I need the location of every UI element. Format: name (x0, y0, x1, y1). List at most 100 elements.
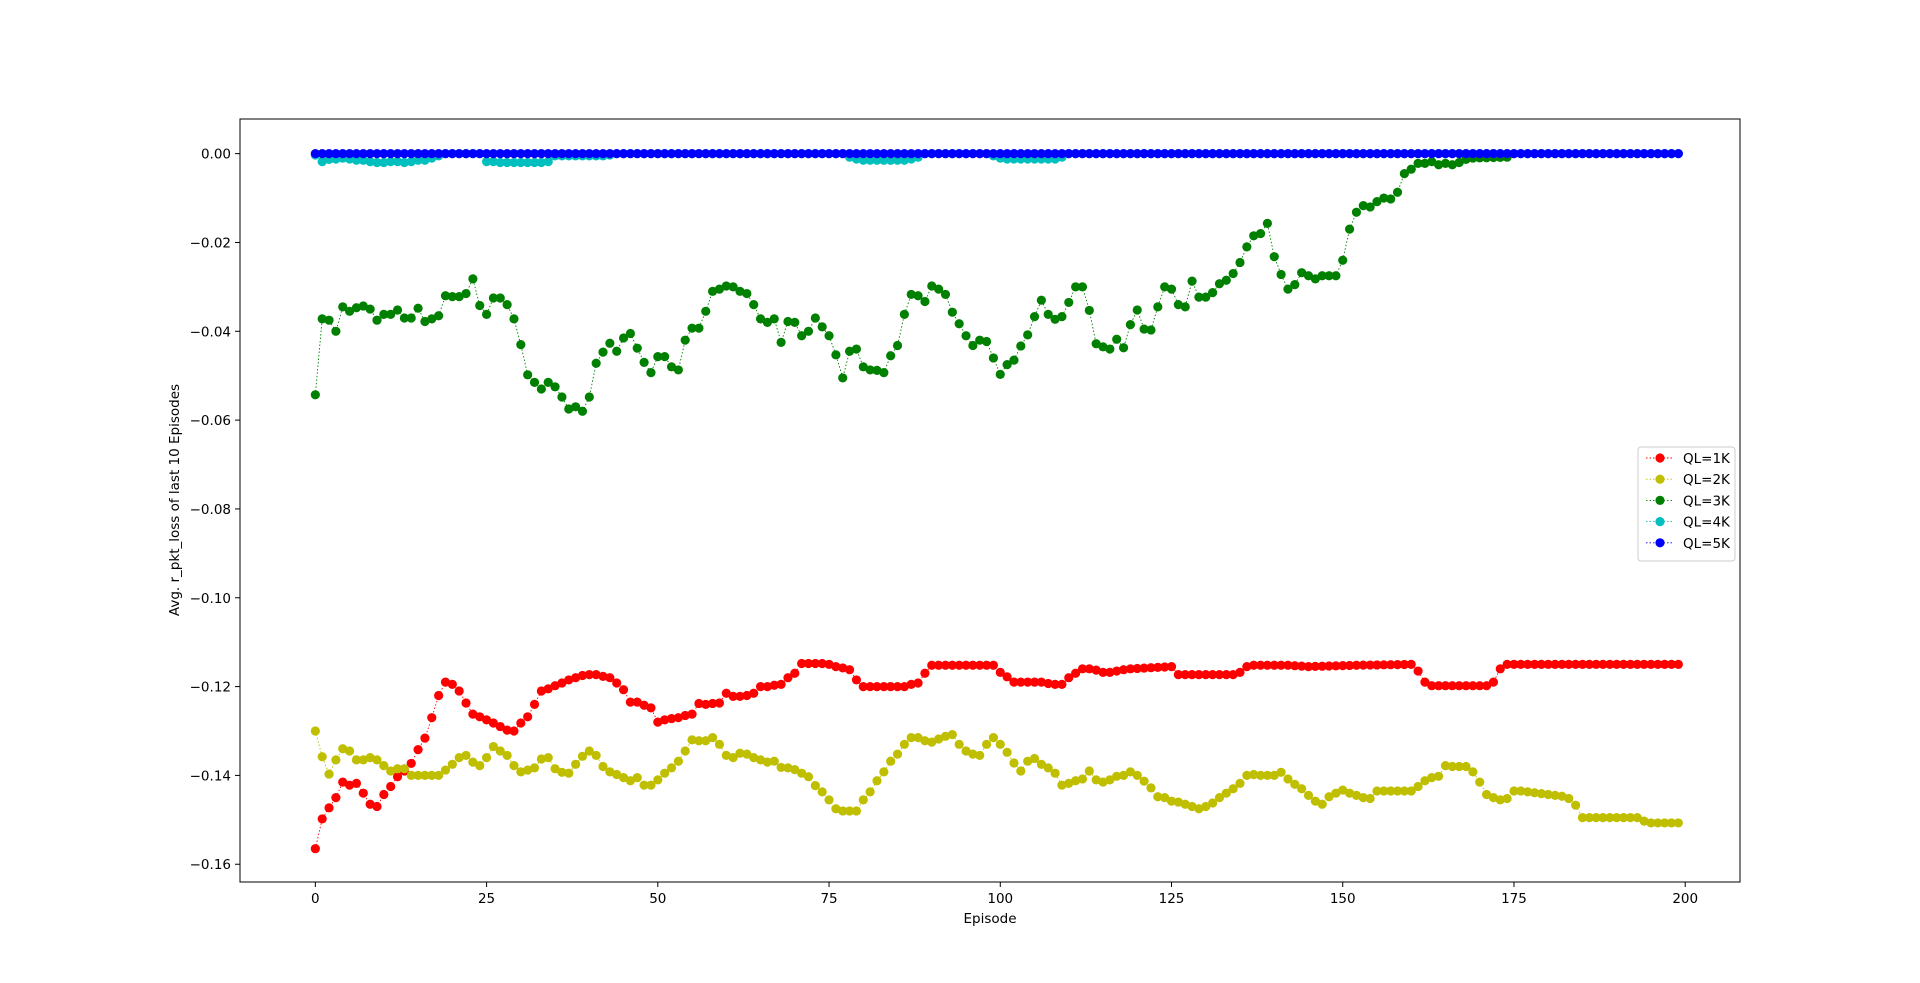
data-point (1255, 228, 1266, 239)
legend-item: QL=3K (1646, 493, 1731, 509)
data-point (714, 149, 725, 159)
data-point (1461, 681, 1471, 691)
data-point (625, 328, 636, 339)
data-point (899, 155, 909, 165)
data-point (1406, 786, 1416, 796)
data-point (742, 149, 752, 159)
data-point (1160, 793, 1170, 803)
data-point (331, 755, 341, 765)
data-point (838, 373, 848, 383)
data-point (653, 149, 663, 159)
data-point (1002, 149, 1012, 159)
data-point (461, 288, 471, 299)
data-point (392, 764, 403, 774)
data-point (1208, 670, 1218, 680)
data-point (386, 149, 396, 159)
data-point (1550, 790, 1560, 801)
data-point (598, 761, 608, 772)
data-point (1481, 789, 1492, 800)
data-point (1166, 149, 1177, 159)
data-point (1584, 813, 1594, 823)
data-point (571, 149, 581, 159)
data-point (1338, 255, 1348, 265)
series-layer (310, 149, 1683, 854)
data-point (1228, 149, 1238, 159)
series-ql-5k (310, 149, 1683, 159)
data-point (1584, 149, 1594, 159)
data-point (536, 149, 546, 159)
data-point (1605, 659, 1615, 669)
data-point (886, 155, 896, 165)
data-point (1584, 659, 1594, 669)
data-point (749, 688, 759, 698)
x-tick-label: 175 (1501, 891, 1527, 907)
legend: QL=1K QL=2K QL=3K QL=4K QL=5K (1637, 446, 1736, 562)
data-point (1598, 149, 1608, 159)
data-point (666, 362, 677, 372)
data-point (1112, 149, 1122, 159)
data-point (934, 149, 944, 159)
data-point (687, 709, 697, 719)
data-point (660, 149, 670, 159)
data-point (1180, 670, 1190, 680)
data-point (1646, 659, 1656, 669)
legend-label: QL=4K (1683, 515, 1731, 531)
data-point (1386, 660, 1396, 670)
data-point (1454, 157, 1464, 168)
data-point (1646, 818, 1656, 828)
data-point (1125, 664, 1136, 674)
data-point (1214, 670, 1225, 680)
data-point (1255, 660, 1266, 670)
data-point (1358, 660, 1368, 670)
data-point (427, 770, 437, 781)
data-point (386, 157, 396, 167)
data-point (1221, 670, 1231, 680)
data-point (1365, 660, 1375, 670)
data-point (399, 157, 409, 168)
y-tick-label: −0.04 (190, 324, 231, 340)
data-point (1529, 149, 1540, 159)
data-point (810, 781, 820, 791)
data-point (324, 315, 334, 325)
data-point (495, 746, 505, 756)
data-point (1153, 662, 1163, 672)
data-point (1016, 766, 1026, 776)
data-point (653, 775, 663, 785)
data-point (1269, 252, 1279, 262)
data-point (906, 733, 916, 743)
data-point (1310, 274, 1320, 284)
data-point (1242, 770, 1252, 781)
data-point (543, 753, 553, 763)
data-point (1495, 795, 1505, 805)
data-point (454, 149, 464, 159)
data-point (776, 679, 786, 689)
data-point (1427, 681, 1437, 691)
data-point (988, 733, 999, 743)
data-point (344, 746, 355, 756)
x-tick-label: 200 (1672, 891, 1698, 907)
data-point (1406, 164, 1416, 174)
data-point (358, 155, 368, 165)
data-point (488, 157, 499, 167)
data-point (495, 149, 505, 159)
x-tick-label: 50 (649, 891, 666, 907)
data-point (1516, 659, 1526, 669)
data-point (1105, 667, 1115, 677)
data-point (968, 149, 978, 159)
data-point (1036, 677, 1046, 687)
data-point (1420, 149, 1430, 159)
data-point (1098, 667, 1108, 677)
data-point (1153, 302, 1163, 312)
data-point (1392, 149, 1403, 159)
data-point (481, 149, 492, 159)
data-point (1317, 271, 1327, 281)
data-point (386, 309, 396, 320)
data-point (1317, 661, 1327, 671)
data-point (1344, 224, 1355, 234)
data-point (1276, 149, 1286, 159)
data-point (1153, 149, 1163, 159)
data-point (365, 149, 375, 159)
data-point (892, 340, 903, 351)
data-point (427, 713, 437, 723)
data-point (961, 746, 971, 756)
